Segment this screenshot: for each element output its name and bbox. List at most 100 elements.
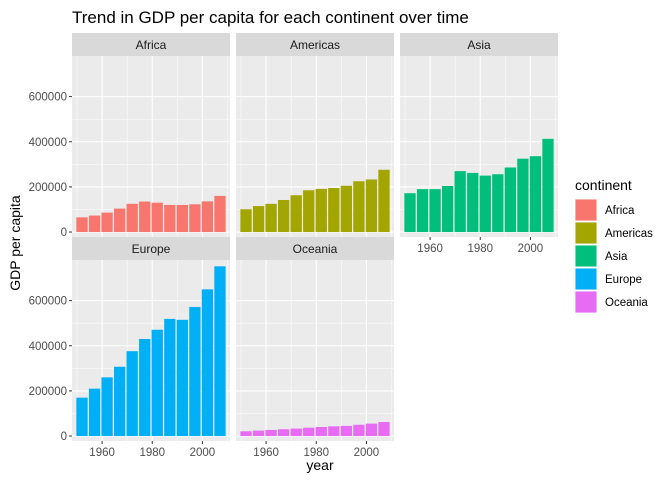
bar-americas-1982 <box>315 188 327 233</box>
bar-asia-1967 <box>442 185 454 233</box>
bar-asia-1982 <box>479 175 491 233</box>
legend-label: Africa <box>605 205 635 217</box>
bar-oceania-1987 <box>328 426 340 437</box>
facet-panels: Africa 0 200000 400000 600000 Americas Asia 196… <box>29 33 558 459</box>
legend: continent Africa Americas Asia Europe Oceani… <box>575 177 653 313</box>
bar-americas-1967 <box>278 199 290 233</box>
bar-europe-1992 <box>176 319 188 437</box>
x-tick-label: 1980 <box>303 447 329 459</box>
bar-oceania-1997 <box>353 424 365 437</box>
y-tick-label: 200000 <box>29 386 67 398</box>
bar-americas-1977 <box>303 190 315 233</box>
bar-asia-1977 <box>467 172 479 233</box>
x-tick-label: 1960 <box>253 447 279 459</box>
bar-oceania-2002 <box>365 423 378 437</box>
bar-asia-2002 <box>529 156 542 233</box>
legend-swatch <box>575 222 597 244</box>
facet-strip-label: Oceania <box>293 242 338 256</box>
bar-asia-1962 <box>429 189 441 233</box>
bar-europe-1997 <box>189 306 201 437</box>
legend-item-americas: Americas <box>575 222 653 244</box>
facet-strip-label: Africa <box>136 38 167 52</box>
facet-strip-label: Americas <box>290 38 340 52</box>
y-axis-label: GDP per capita <box>7 195 23 291</box>
legend-label: Oceania <box>605 297 648 309</box>
bar-europe-2002 <box>201 289 214 437</box>
bar-europe-1952 <box>76 397 88 437</box>
legend-swatch <box>575 291 597 313</box>
bar-asia-2007 <box>542 138 554 233</box>
y-tick-label: 400000 <box>29 341 67 353</box>
y-tick-label: 600000 <box>29 296 67 308</box>
bar-americas-1997 <box>353 181 365 233</box>
legend-swatch <box>575 199 597 221</box>
x-tick-label: 1980 <box>139 447 165 459</box>
bar-oceania-1952 <box>240 431 252 437</box>
bar-africa-1967 <box>114 208 126 233</box>
legend-label: Asia <box>605 251 628 263</box>
bar-americas-1992 <box>340 185 352 233</box>
chart-title: Trend in GDP per capita for each contine… <box>72 8 469 27</box>
bar-oceania-1992 <box>340 425 352 437</box>
legend-items: Africa Americas Asia Europe Oceania <box>575 199 653 313</box>
legend-label: Europe <box>605 274 642 286</box>
x-tick-label: 2000 <box>518 243 544 255</box>
legend-swatch <box>575 268 597 290</box>
bar-europe-1957 <box>88 388 101 437</box>
legend-label: Americas <box>605 228 653 240</box>
bar-asia-1957 <box>416 189 429 233</box>
bar-oceania-1967 <box>278 429 290 437</box>
bar-asia-1992 <box>504 167 516 233</box>
bar-europe-1962 <box>101 377 113 437</box>
bar-americas-1957 <box>252 206 265 233</box>
bar-oceania-1957 <box>252 430 265 437</box>
y-tick-label: 0 <box>61 227 67 239</box>
x-tick-label: 2000 <box>190 447 216 459</box>
bar-africa-1957 <box>88 215 101 233</box>
x-tick-label: 1960 <box>89 447 115 459</box>
facet-strip <box>236 237 394 260</box>
bar-oceania-1977 <box>303 427 315 437</box>
bar-oceania-1982 <box>315 427 327 437</box>
legend-item-oceania: Oceania <box>575 291 648 313</box>
bar-africa-1997 <box>189 204 201 233</box>
y-tick-label: 400000 <box>29 137 67 149</box>
panel-europe: Europe 0 200000 400000 600000 1960 1980 2000 <box>29 237 230 459</box>
legend-title: continent <box>575 177 632 193</box>
bar-europe-1967 <box>114 366 126 437</box>
bar-asia-1972 <box>454 171 466 233</box>
bar-oceania-1962 <box>265 429 277 437</box>
bar-africa-1987 <box>164 204 176 233</box>
bar-asia-1987 <box>492 174 504 233</box>
facet-strip <box>400 33 558 56</box>
bar-europe-1977 <box>139 338 151 437</box>
x-tick-label: 1960 <box>417 243 443 255</box>
x-axis-label: year <box>306 457 334 473</box>
facet-strip <box>236 33 394 56</box>
y-tick-label: 0 <box>61 431 67 443</box>
panel-americas: Americas <box>236 33 394 237</box>
bar-africa-1972 <box>126 203 138 233</box>
facet-strip <box>72 237 230 260</box>
bar-americas-1952 <box>240 209 252 233</box>
y-tick-label: 600000 <box>29 92 67 104</box>
bar-oceania-2007 <box>378 422 390 437</box>
bar-asia-1952 <box>404 193 416 233</box>
bar-americas-1962 <box>265 203 277 233</box>
bar-europe-1972 <box>126 351 138 437</box>
bar-africa-1977 <box>139 201 151 233</box>
y-tick-label: 200000 <box>29 182 67 194</box>
panel-africa: Africa 0 200000 400000 600000 <box>29 33 230 239</box>
bar-europe-1987 <box>164 318 176 437</box>
legend-item-asia: Asia <box>575 245 628 267</box>
facet-strip <box>72 33 230 56</box>
bar-europe-2007 <box>214 266 226 437</box>
x-tick-label: 2000 <box>354 447 380 459</box>
bar-africa-1982 <box>151 202 163 233</box>
bar-asia-1997 <box>517 158 529 233</box>
panel-asia: Asia 1960 1980 2000 <box>400 33 558 255</box>
bar-africa-2002 <box>201 201 214 233</box>
bar-africa-2007 <box>214 195 226 233</box>
bar-africa-1952 <box>76 217 88 233</box>
